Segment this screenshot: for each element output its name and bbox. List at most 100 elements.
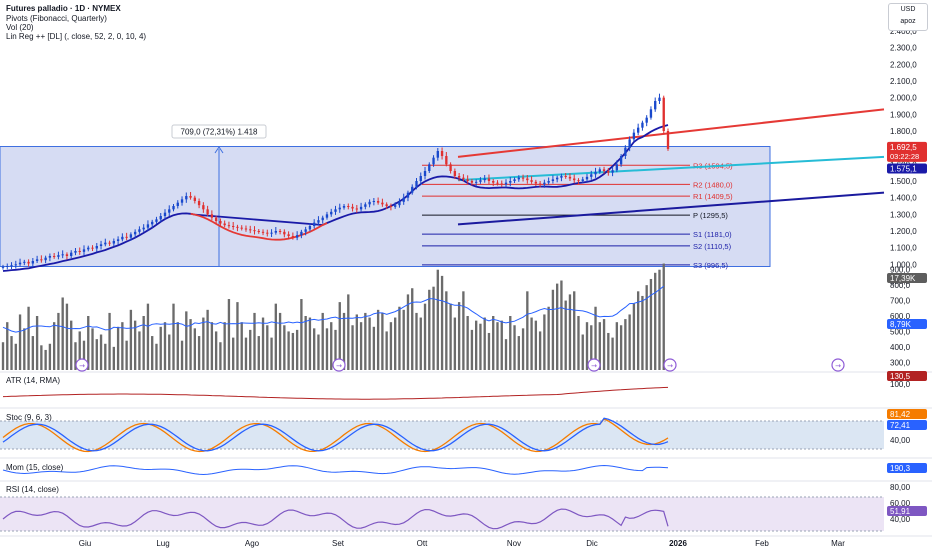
volume-bar (530, 317, 533, 370)
rsi-value: 51,91 (890, 507, 911, 516)
volume-bar (504, 339, 508, 370)
candle-body (261, 231, 265, 233)
candle-body (394, 205, 397, 207)
candle-body (176, 202, 179, 206)
candle-body (44, 257, 47, 261)
candle-body (504, 182, 508, 185)
candle-body (313, 222, 316, 226)
candle-body (466, 179, 469, 181)
pivot-label-r1: R1 (1409,5) (693, 192, 733, 201)
candle-body (270, 232, 273, 234)
volume-bar (428, 289, 431, 370)
volume-bar (466, 316, 469, 370)
candle-body (376, 201, 380, 203)
candle-body (654, 101, 657, 110)
volume-bar (308, 317, 312, 370)
volume-bar (18, 314, 22, 370)
currency-selector[interactable]: USD apoz (888, 3, 928, 31)
candle-body (108, 242, 111, 244)
volume-bar (189, 319, 192, 370)
volume-bar (368, 317, 371, 370)
measure-label-box (171, 124, 267, 139)
event-marker-icon (75, 358, 89, 372)
stoch-band (0, 421, 884, 449)
volume-bar (423, 303, 427, 370)
candle-body (236, 226, 239, 228)
volume-bar (304, 316, 307, 370)
volume-bar (138, 331, 141, 370)
volume-bar (266, 325, 269, 370)
volume-bar (534, 320, 538, 370)
rsi-tick-label: 60,00 (890, 499, 911, 508)
volume-bar (257, 336, 260, 370)
price-tick-label: 1.900,0 (890, 110, 917, 119)
volume-bar (513, 325, 516, 370)
volume-bar (402, 309, 405, 370)
candle-body (35, 259, 39, 261)
candle-body (470, 181, 474, 183)
volume-bar (487, 332, 491, 370)
volume-bar (287, 331, 290, 370)
stoch-tick-label: 40,00 (890, 436, 911, 445)
price-tick-label: 1.200,0 (890, 227, 917, 236)
candle-body (492, 181, 495, 183)
candle-body (112, 241, 116, 244)
volume-bar (40, 345, 43, 370)
volume-bar (432, 286, 435, 370)
candle-body (432, 157, 435, 165)
candle-body (278, 231, 282, 232)
volume-bar (415, 312, 418, 370)
candle-body (368, 201, 371, 205)
stoch-k-line (2, 417, 669, 453)
volume-bar (615, 322, 619, 370)
volume-bar (193, 328, 196, 370)
price-tick-label: 1.400,0 (890, 194, 917, 203)
candle-body (381, 202, 384, 205)
price-tick-label: 2.300,0 (890, 44, 917, 53)
volume-tick-label: 600,0 (890, 312, 911, 321)
volume-bar (496, 322, 499, 370)
stoch-d-badge (887, 420, 927, 430)
countdown-timer: 03:22:28 (890, 152, 919, 161)
candle-body (509, 181, 512, 183)
volume-last-badge (887, 273, 927, 283)
volume-bar (479, 323, 482, 370)
event-marker-icon (332, 358, 346, 372)
volume-bar (27, 306, 30, 370)
volume-bar (74, 342, 77, 370)
candle-body (125, 236, 128, 238)
atr-last-badge (887, 371, 927, 381)
volume-bar (483, 317, 486, 370)
candle-body (163, 212, 167, 216)
candle-body (513, 179, 516, 181)
candle-body (607, 171, 610, 173)
candle-body (364, 204, 367, 207)
candle-body (300, 231, 303, 236)
volume-bar (300, 299, 303, 370)
volume-tick-label: 400,0 (890, 343, 911, 352)
candle-body (534, 181, 538, 184)
candle-body (1, 266, 5, 268)
volume-bar (116, 326, 120, 370)
candle-body (632, 132, 636, 140)
volume-bar (78, 331, 81, 370)
price-tick-label: 1.300,0 (890, 210, 917, 219)
candle-body (99, 244, 103, 246)
candle-body (206, 209, 209, 215)
volume-ma-value: 8,79K (890, 320, 912, 329)
volume-tick-label: 900,0 (890, 266, 911, 275)
candle-body (658, 97, 661, 101)
candle-body (577, 180, 580, 182)
volume-bar (538, 331, 542, 370)
measure-label: 709,0 (72,31%) 1.418 (181, 128, 258, 137)
time-axis-label: Giu (79, 539, 91, 548)
volume-bar (445, 291, 448, 370)
candle-body (483, 178, 486, 181)
volume-bar (10, 336, 13, 370)
volume-bar (649, 278, 653, 370)
candle-body (317, 220, 320, 223)
candle-body (91, 247, 94, 249)
candle-body (530, 180, 533, 182)
candle-body (168, 209, 171, 213)
